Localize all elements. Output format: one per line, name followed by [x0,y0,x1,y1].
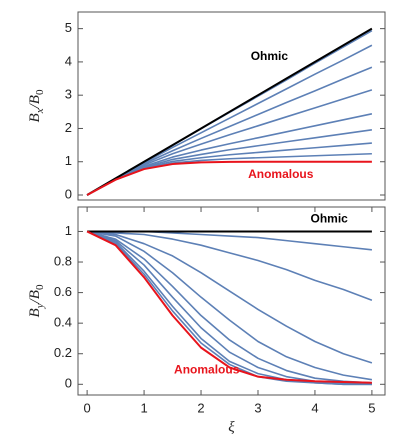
y-tick-label: 1 [65,223,72,238]
series-line [86,89,373,196]
annotation: Ohmic [251,49,289,63]
annotation: Anomalous [248,167,314,181]
series-line [86,230,372,386]
y-axis-label: By/B0 [27,284,45,317]
series-group [86,27,373,196]
plot-frame [77,206,386,396]
series-line [86,230,372,386]
y-tick-label: 1 [65,153,72,168]
x-tick-label: 3 [254,400,261,415]
y-tick-label: 0.4 [54,315,72,330]
y-tick-label: 0 [65,186,72,201]
y-tick-label: 0.6 [54,284,72,299]
y-axis-label: Bx/B0 [27,89,45,122]
plot-frame [77,11,386,201]
annotation: Anomalous [174,363,240,377]
y-axis-label-part: 0 [34,284,46,290]
series-group [86,230,373,386]
y-axis-label-part: B [27,308,43,317]
x-axis-label: ξ [228,419,235,435]
series-line [86,160,372,196]
series-line [86,27,373,196]
y-axis-label-part: B [27,113,43,122]
y-tick-label: 4 [65,53,72,68]
annotation: Ohmic [311,211,349,225]
series-line [86,230,372,384]
x-tick-label: 2 [197,400,204,415]
y-axis-label-part: x [34,108,46,114]
y-tick-label: 0.8 [54,253,72,268]
series-line [86,66,373,196]
x-tick-label: 1 [140,400,147,415]
series-line [86,230,372,384]
x-tick-label: 0 [83,400,90,415]
y-tick-label: 0 [65,376,72,391]
y-tick-label: 3 [65,87,72,102]
series-line [87,230,373,364]
y-tick-label: 5 [65,20,72,35]
series-line [87,230,373,301]
y-axis-label-part: /B [27,290,43,304]
y-axis-label-part: /B [27,95,43,109]
y-tick-label: 0.2 [54,345,72,360]
y-axis-label-part: 0 [34,89,46,95]
y-axis-label-part: y [34,303,46,309]
x-tick-label: 5 [368,400,375,415]
series-line [86,230,373,381]
y-tick-label: 2 [65,120,72,135]
x-tick-label: 4 [311,400,318,415]
